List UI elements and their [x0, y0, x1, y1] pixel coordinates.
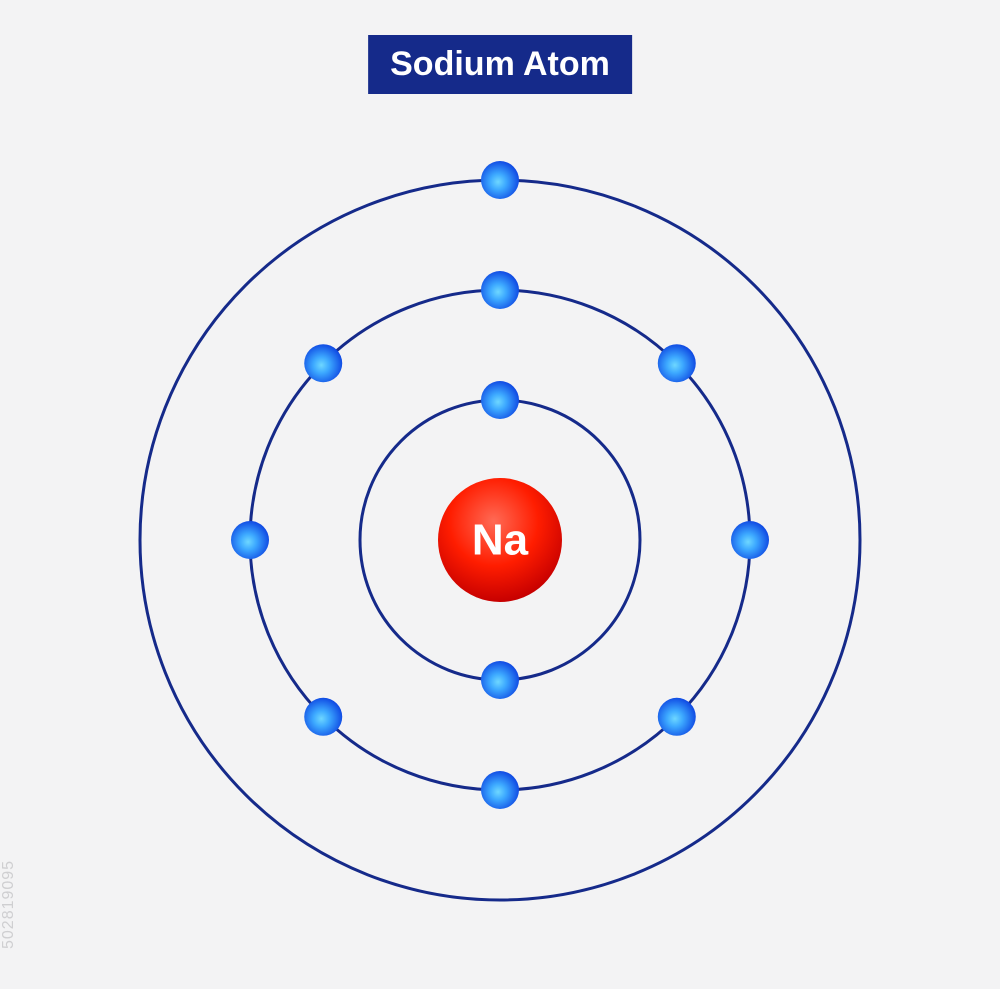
electron-shell2-1 [481, 271, 519, 309]
electron-shell2-3 [731, 521, 769, 559]
electron-shell2-2 [658, 344, 696, 382]
electron-shell3-1 [481, 161, 519, 199]
electron-shell1-2 [481, 661, 519, 699]
atom-diagram: Na [100, 140, 900, 940]
electron-shell2-7 [231, 521, 269, 559]
electron-shell2-8 [304, 344, 342, 382]
watermark-text: 502819095 [0, 860, 18, 949]
electron-shell2-4 [658, 698, 696, 736]
nucleus-symbol: Na [472, 516, 529, 565]
atom-group: Na [140, 161, 860, 900]
electron-shell2-6 [304, 698, 342, 736]
electron-shell1-1 [481, 381, 519, 419]
electron-shell2-5 [481, 771, 519, 809]
diagram-title: Sodium Atom [368, 35, 632, 94]
